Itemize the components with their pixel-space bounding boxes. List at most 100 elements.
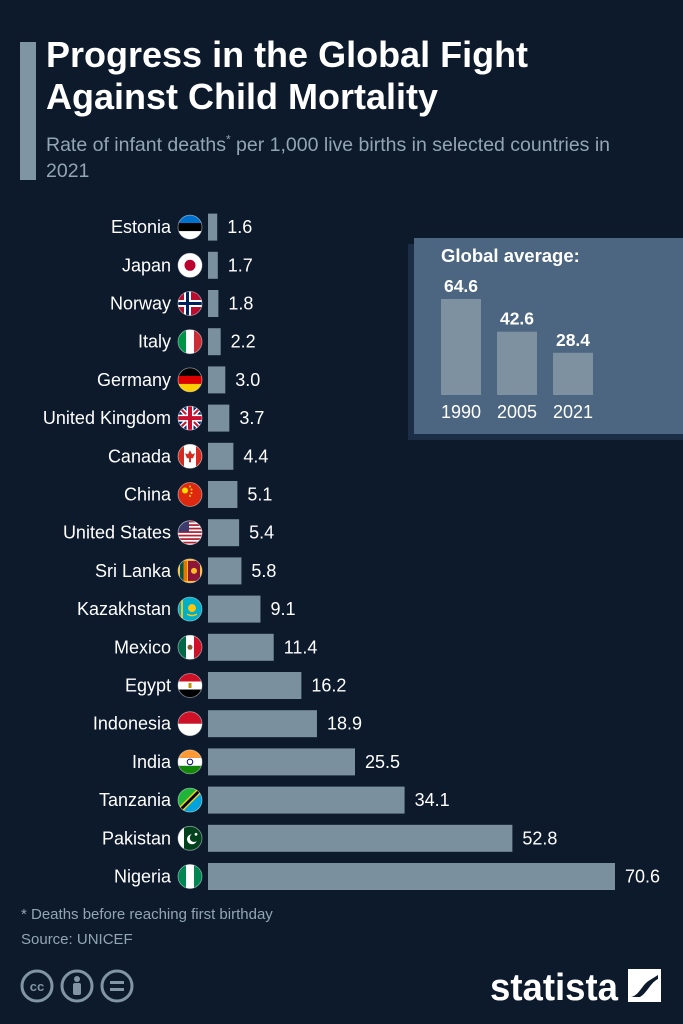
china-flag-icon <box>177 482 203 507</box>
tanzania-flag-icon <box>177 787 203 813</box>
category-label-united-kingdom: United Kingdom <box>43 408 171 428</box>
bar-germany <box>208 366 226 394</box>
category-label-canada: Canada <box>108 446 172 466</box>
value-label-mexico: 11.4 <box>284 637 318 657</box>
bar-pakistan <box>208 824 513 852</box>
india-flag-icon <box>177 749 203 775</box>
bar-sri-lanka <box>208 557 242 585</box>
bar-canada <box>208 442 234 470</box>
category-label-china: China <box>124 485 172 505</box>
subtitle-footnote-mark: * <box>225 132 231 147</box>
value-label-italy: 2.2 <box>231 332 256 352</box>
footnote: * Deaths before reaching first birthday <box>21 906 273 923</box>
value-label-canada: 4.4 <box>243 446 268 466</box>
chart-title: Progress in the Global Fight Against Chi… <box>46 34 529 117</box>
value-label-indonesia: 18.9 <box>327 714 362 734</box>
category-label-indonesia: Indonesia <box>93 714 172 734</box>
category-label-mexico: Mexico <box>114 637 171 657</box>
value-label-sri-lanka: 5.8 <box>251 561 276 581</box>
bar-indonesia <box>208 710 317 738</box>
global-average-year-1990: 1990 <box>441 402 481 422</box>
category-label-tanzania: Tanzania <box>99 790 172 810</box>
global-average-value-2021: 28.4 <box>556 330 590 350</box>
brand-wordmark: statista <box>490 967 619 1009</box>
value-label-nigeria: 70.6 <box>625 867 660 887</box>
value-label-united-kingdom: 3.7 <box>239 408 264 428</box>
value-label-norway: 1.8 <box>228 294 253 314</box>
bar-united-kingdom <box>208 404 230 432</box>
global-average-chart: 64.6 1990 42.6 2005 28.4 2021 <box>441 276 593 422</box>
value-label-kazakhstan: 9.1 <box>270 599 295 619</box>
mexico-flag-icon <box>177 634 203 660</box>
value-label-estonia: 1.6 <box>227 217 252 237</box>
global-average-year-2021: 2021 <box>553 402 593 422</box>
global-average-year-2005: 2005 <box>497 402 537 422</box>
global-average-bar-1990 <box>441 299 481 395</box>
main-bar-chart: Estonia 1.6 Japan 1.7 Norway 1.8 Italy 2.2 Germa… <box>43 213 660 890</box>
germany-flag-icon <box>177 367 203 393</box>
bar-estonia <box>208 213 218 241</box>
statista-logo[interactable]: statista <box>490 960 670 1010</box>
inset-title: Global average: <box>441 245 580 266</box>
chart-subtitle: Rate of infant deaths* per 1,000 live bi… <box>46 132 646 184</box>
value-label-japan: 1.7 <box>228 255 253 275</box>
bar-italy <box>208 328 221 356</box>
bar-egypt <box>208 672 302 699</box>
subtitle-text: Rate of infant deaths <box>46 134 226 156</box>
source-note: Source: UNICEF <box>21 931 133 948</box>
egypt-flag-icon <box>177 673 203 698</box>
bar-india <box>208 748 356 776</box>
canada-flag-icon <box>177 443 203 469</box>
value-label-tanzania: 34.1 <box>415 790 450 810</box>
united-kingdom-flag-icon <box>177 405 203 431</box>
sri-lanka-flag-icon <box>177 558 203 584</box>
global-average-bar-2021 <box>553 352 593 395</box>
category-label-nigeria: Nigeria <box>114 867 172 887</box>
value-label-germany: 3.0 <box>235 370 260 390</box>
bar-japan <box>208 251 218 279</box>
global-average-value-1990: 64.6 <box>444 276 478 296</box>
indonesia-flag-icon <box>177 711 203 737</box>
global-average-bar-2005 <box>497 331 537 395</box>
category-label-egypt: Egypt <box>125 676 171 696</box>
no-derivatives-icon[interactable] <box>100 969 134 1003</box>
value-label-pakistan: 52.8 <box>522 828 557 848</box>
nigeria-flag-icon <box>177 864 203 889</box>
bar-china <box>208 481 238 508</box>
estonia-flag-icon <box>177 214 203 240</box>
category-label-norway: Norway <box>110 294 171 314</box>
category-label-pakistan: Pakistan <box>102 828 171 848</box>
svg-text:cc: cc <box>30 979 44 994</box>
norway-flag-icon <box>177 291 203 316</box>
creative-commons-icon[interactable]: cc <box>20 969 54 1003</box>
value-label-egypt: 16.2 <box>311 676 346 696</box>
global-average-value-2005: 42.6 <box>500 309 534 329</box>
bar-norway <box>208 290 219 317</box>
bar-kazakhstan <box>208 595 261 623</box>
bar-united-states <box>208 519 240 547</box>
category-label-germany: Germany <box>97 370 171 390</box>
title-accent-bar <box>20 42 36 180</box>
category-label-italy: Italy <box>138 332 171 352</box>
value-label-united-states: 5.4 <box>249 523 274 543</box>
bar-tanzania <box>208 786 405 814</box>
pakistan-flag-icon <box>177 825 203 851</box>
category-label-united-states: United States <box>63 523 171 543</box>
bar-nigeria <box>208 863 615 890</box>
category-label-kazakhstan: Kazakhstan <box>77 599 171 619</box>
japan-flag-icon <box>177 252 203 278</box>
category-label-india: India <box>132 752 172 772</box>
kazakhstan-flag-icon <box>177 596 203 622</box>
category-label-estonia: Estonia <box>111 217 172 237</box>
bar-mexico <box>208 633 274 661</box>
value-label-china: 5.1 <box>247 485 272 505</box>
italy-flag-icon <box>177 329 203 355</box>
license-icons: cc <box>20 969 134 1003</box>
value-label-india: 25.5 <box>365 752 400 772</box>
subtitle-text-rest: per 1,000 live births in selected countr… <box>46 134 611 182</box>
category-label-japan: Japan <box>122 255 171 275</box>
attribution-icon[interactable] <box>60 969 94 1003</box>
category-label-sri-lanka: Sri Lanka <box>95 561 172 581</box>
statista-logo-icon <box>628 969 661 1002</box>
united-states-flag-icon <box>177 520 203 546</box>
